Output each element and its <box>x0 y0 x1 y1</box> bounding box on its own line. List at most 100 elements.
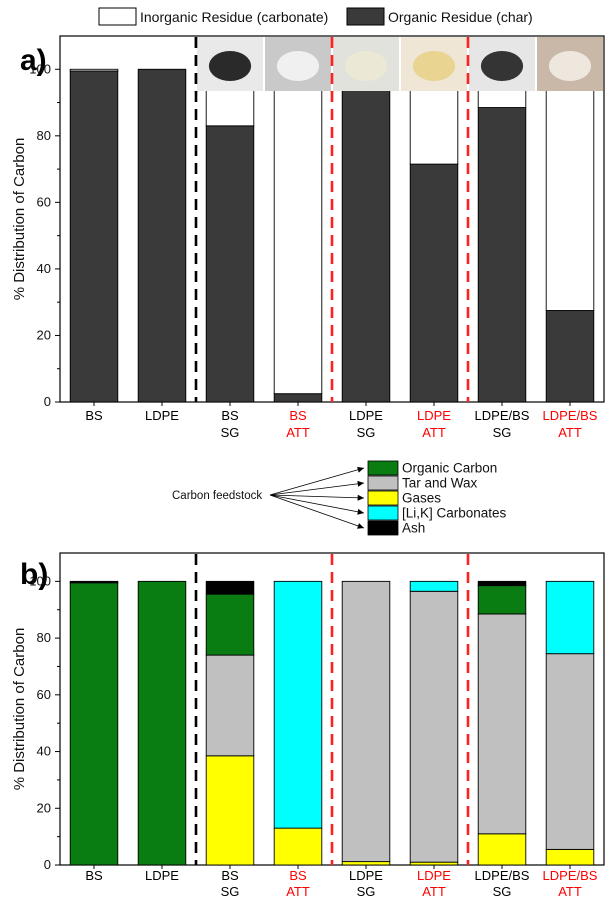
bar-segment <box>205 580 255 595</box>
x-tick-label: BS <box>289 408 307 423</box>
legend-b-swatch <box>367 475 399 491</box>
x-tick-label: ATT <box>558 425 582 440</box>
x-tick-label: SG <box>357 425 376 440</box>
x-tick-label: LDPE <box>145 408 179 423</box>
x-tick-label: LDPE/BS <box>475 408 530 423</box>
feedstock-arrowhead <box>357 466 364 473</box>
feedstock-arrowhead <box>357 494 364 501</box>
chart-b: b) 0 20 40 60 80 100 % Distribution of Carbon B… <box>11 552 605 899</box>
bar-segment <box>409 590 459 863</box>
legend-b-swatch <box>367 460 399 476</box>
sample-pile <box>208 51 252 81</box>
bar-segment <box>477 833 527 866</box>
panel-b-label: b) <box>20 558 48 591</box>
feedstock-arrow <box>269 494 365 529</box>
x-tick-label: ATT <box>422 884 446 899</box>
legend-b-label: Organic Carbon <box>402 461 497 476</box>
bar-segment <box>341 68 391 403</box>
x-tick-label: BS <box>221 408 239 423</box>
sample-pile <box>548 51 592 81</box>
sample-pile <box>344 51 388 81</box>
feedstock-arrow <box>269 482 365 496</box>
x-tick-label: BS <box>85 408 103 423</box>
x-tick-label: LDPE <box>349 408 383 423</box>
sample-pile <box>412 51 456 81</box>
legend-b-swatch <box>367 520 399 536</box>
legend-b-swatch <box>367 490 399 506</box>
bar-segment <box>477 613 527 835</box>
feedstock-arrowhead <box>357 480 364 487</box>
y-axis-label: % Distribution of Carbon <box>11 138 28 301</box>
legend-b-label: Ash <box>402 521 425 536</box>
bar-segment <box>273 68 323 395</box>
y-tick-label: 40 <box>37 744 51 759</box>
y-tick-label: 0 <box>44 857 51 872</box>
feedstock-arrowhead <box>357 508 364 515</box>
x-tick-label: LDPE/BS <box>543 408 598 423</box>
y-tick-label: 20 <box>37 327 51 342</box>
x-tick-label: SG <box>357 884 376 899</box>
x-tick-label: BS <box>289 868 307 883</box>
chart-a: a) 0 20 40 60 80 100 % Distribution of Carbon B… <box>11 35 605 440</box>
bar-segment <box>545 68 595 311</box>
sample-pile <box>276 51 320 81</box>
x-tick-label: ATT <box>422 425 446 440</box>
y-tick-label: 80 <box>37 630 51 645</box>
bar-segment <box>205 755 255 866</box>
y-tick-label: 20 <box>37 800 51 815</box>
feedstock-arrow <box>269 467 365 496</box>
y-tick-label: 0 <box>44 394 51 409</box>
legend-a: Inorganic Residue (carbonate) Organic Re… <box>0 0 609 34</box>
x-tick-label: ATT <box>558 884 582 899</box>
bar-segment <box>69 582 119 866</box>
bar-segment <box>545 653 595 850</box>
y-tick-label: 100 <box>29 61 51 76</box>
bar-segment <box>409 580 459 592</box>
bar-segment <box>409 163 459 403</box>
x-tick-label: ATT <box>286 425 310 440</box>
bar-segment <box>69 68 119 72</box>
legend-b-swatch <box>367 505 399 521</box>
feedstock-label: Carbon feedstock <box>172 490 262 502</box>
bar-segment <box>273 580 323 829</box>
feedstock-arrow <box>269 494 365 514</box>
bar-segment <box>477 580 527 587</box>
bar-segment <box>545 310 595 403</box>
y-tick-label: 40 <box>37 261 51 276</box>
x-tick-label: LDPE/BS <box>543 868 598 883</box>
legend-b-label: [Li,K] Carbonates <box>402 506 507 521</box>
x-tick-label: SG <box>221 425 240 440</box>
bar-segment <box>341 861 391 866</box>
bar-segment <box>477 107 527 403</box>
y-axis-label: % Distribution of Carbon <box>11 628 28 791</box>
bar-segment <box>545 580 595 655</box>
bar-segment <box>69 580 119 584</box>
x-tick-label: SG <box>221 884 240 899</box>
bar-segment <box>137 580 187 866</box>
bar-segment <box>137 68 187 403</box>
legend-b-label: Tar and Wax <box>402 476 478 491</box>
legend-inorganic-label: Inorganic Residue (carbonate) <box>140 9 328 25</box>
y-tick-label: 60 <box>37 687 51 702</box>
x-tick-label: SG <box>493 425 512 440</box>
bar-segment <box>205 125 255 403</box>
sample-pile <box>480 51 524 81</box>
y-tick-label: 100 <box>29 573 51 588</box>
feedstock-arrowhead <box>357 523 364 529</box>
legend-b-label: Gases <box>402 491 441 506</box>
x-tick-label: SG <box>493 884 512 899</box>
bar-segment <box>341 580 391 863</box>
legend-organic-swatch <box>346 7 385 26</box>
feedstock-arrow <box>269 494 365 499</box>
bar-segment <box>273 393 323 403</box>
legend-inorganic-swatch <box>98 7 137 26</box>
y-tick-label: 80 <box>37 128 51 143</box>
x-tick-label: BS <box>85 868 103 883</box>
x-tick-label: LDPE/BS <box>475 868 530 883</box>
x-tick-label: LDPE <box>417 868 451 883</box>
x-tick-label: LDPE <box>417 408 451 423</box>
legend-organic-label: Organic Residue (char) <box>388 9 533 25</box>
bar-segment <box>205 654 255 757</box>
x-tick-label: LDPE <box>349 868 383 883</box>
